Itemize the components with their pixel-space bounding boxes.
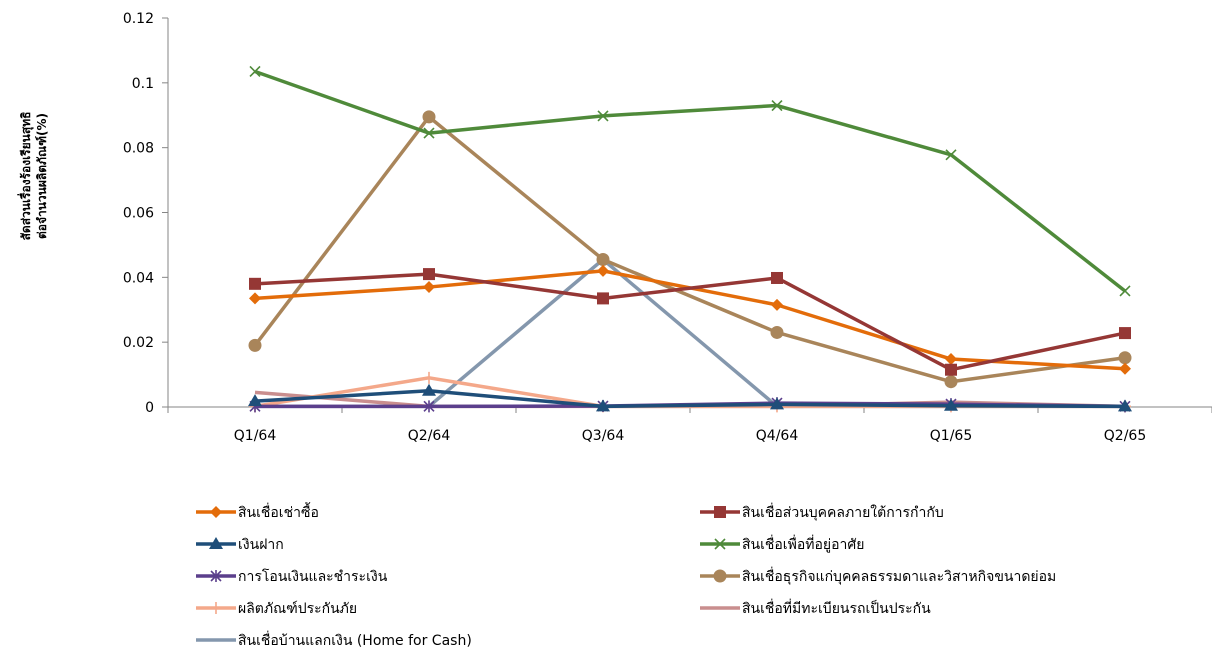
data-point	[249, 292, 261, 305]
data-point	[423, 281, 435, 294]
data-point	[945, 353, 957, 366]
data-point	[1119, 327, 1131, 340]
legend-entry: สินเชื่อที่มีทะเบียนรถเป็นประกัน	[700, 599, 931, 617]
legend-label: สินเชื่อส่วนบุคคลภายใต้การกำกับ	[742, 503, 944, 521]
x-tick-labels: Q1/64 Q2/64 Q3/64 Q4/64 Q1/65 Q2/65	[234, 428, 1146, 444]
data-point	[422, 110, 436, 124]
series-line	[254, 272, 1126, 372]
x-tick-label: Q1/65	[930, 428, 972, 444]
legend-entry: สินเชื่อเพื่อที่อยู่อาศัย	[700, 535, 864, 553]
data-point	[770, 397, 784, 410]
data-point	[423, 371, 435, 384]
legend-swatch-marker	[713, 569, 727, 583]
series-line	[254, 269, 1126, 371]
y-tick-label: 0.08	[123, 141, 154, 157]
series-3	[249, 65, 1131, 297]
axes	[162, 17, 1212, 413]
x-tick-label: Q2/64	[408, 428, 451, 444]
data-point	[944, 375, 958, 389]
data-point	[423, 400, 435, 413]
data-point	[770, 325, 784, 339]
series-2	[248, 383, 1132, 412]
legend-label: เงินฝาก	[238, 537, 284, 553]
data-point	[1119, 362, 1131, 375]
data-point	[597, 110, 609, 122]
legend-entry: ผลิตภัณฑ์ประกันภัย	[196, 600, 357, 617]
legend-entry: สินเชื่อบ้านแลกเงิน (Home for Cash)	[196, 631, 472, 648]
legend-label: สินเชื่อเช่าซื้อ	[238, 502, 319, 521]
legend-label: สินเชื่อธุรกิจแก่บุคคลธรรมดาและวิสาหกิจข…	[742, 567, 1056, 585]
data-point	[596, 399, 610, 412]
legend-swatch-marker	[210, 570, 222, 582]
legend-swatch-marker	[714, 506, 726, 518]
x-tick-label: Q3/64	[582, 428, 625, 444]
legend-label: สินเชื่อที่มีทะเบียนรถเป็นประกัน	[742, 599, 931, 617]
y-tick-labels: 0 0.02 0.04 0.06 0.08 0.1 0.12	[123, 11, 154, 416]
series-line	[253, 115, 1126, 384]
legend-label: การโอนเงินและชำระเงิน	[238, 568, 388, 585]
legend-label: ผลิตภัณฑ์ประกันภัย	[238, 600, 357, 617]
legend-label: สินเชื่อบ้านแลกเงิน (Home for Cash)	[238, 631, 472, 648]
data-point	[249, 277, 261, 290]
data-point	[771, 271, 783, 284]
legend-entry: เงินฝาก	[196, 537, 284, 553]
data-point	[945, 363, 957, 376]
legend-swatch-marker	[210, 602, 222, 614]
x-tick-label: Q2/65	[1104, 428, 1146, 444]
data-point	[1118, 351, 1132, 365]
legend: สินเชื่อเช่าซื้อ สินเชื่อส่วนบุคคลภายใต้ก…	[196, 502, 1056, 648]
series-line	[254, 389, 1126, 409]
x-tick-label: Q1/64	[234, 428, 277, 444]
y-tick-label: 0.04	[123, 270, 154, 286]
legend-swatch-marker	[714, 538, 726, 550]
legend-entry: สินเชื่อส่วนบุคคลภายใต้การกำกับ	[700, 503, 944, 521]
legend-swatch-marker	[209, 537, 223, 549]
data-point	[248, 338, 262, 352]
data-point	[771, 99, 783, 112]
series-line	[254, 69, 1127, 293]
series-5	[248, 110, 1132, 389]
data-point	[945, 149, 957, 161]
data-point	[596, 253, 610, 267]
data-point	[597, 292, 609, 305]
legend-entry: การโอนเงินและชำระเงิน	[196, 568, 388, 585]
legend-entry: สินเชื่อเช่าซื้อ	[196, 502, 319, 521]
data-point	[248, 394, 262, 407]
y-tick-label: 0	[145, 400, 154, 416]
legend-label: สินเชื่อเพื่อที่อยู่อาศัย	[742, 535, 864, 553]
data-point	[422, 383, 436, 396]
legend-entry: สินเชื่อธุรกิจแก่บุคคลธรรมดาและวิสาหกิจข…	[700, 567, 1056, 585]
y-tick-label: 0.1	[132, 76, 154, 92]
data-point	[249, 65, 261, 78]
series-1	[249, 268, 1131, 376]
y-tick-label: 0.02	[123, 335, 154, 351]
data-point	[1118, 399, 1132, 412]
y-axis-title: สัดส่วนเรื่องร้องเรียนสุทธิ ต่อจำนวนผลิตภ…	[17, 112, 49, 241]
data-point	[423, 127, 435, 139]
y-tick-label: 0.12	[123, 11, 154, 27]
y-axis-title-line: ต่อจำนวนผลิตภัณฑ์(%)	[35, 113, 49, 239]
series-layer	[248, 65, 1132, 413]
y-axis-label: สัดส่วนเรื่องร้องเรียนสุทธิ ต่อจำนวนผลิตภ…	[17, 112, 49, 241]
data-point	[1119, 285, 1131, 297]
legend-swatch-marker	[210, 506, 222, 518]
data-point	[944, 398, 958, 411]
y-tick-label: 0.06	[123, 206, 154, 222]
data-point	[423, 268, 435, 281]
data-point	[771, 298, 783, 311]
x-tick-label: Q4/64	[756, 428, 799, 444]
data-point	[597, 264, 609, 277]
y-axis-title-line: สัดส่วนเรื่องร้องเรียนสุทธิ	[17, 112, 34, 241]
